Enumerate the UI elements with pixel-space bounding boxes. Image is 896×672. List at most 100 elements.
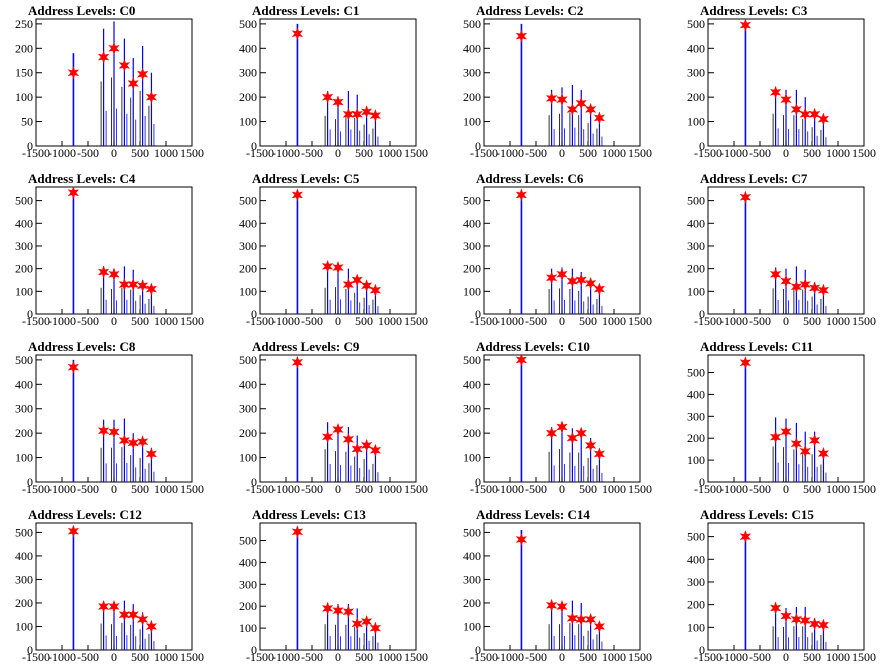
x-tick-label: -1500	[470, 650, 498, 664]
x-tick-label: 500	[579, 146, 597, 160]
peak-marker	[808, 281, 821, 295]
chart-svg: Address Levels: C80100200300400500-1500-…	[15, 339, 204, 496]
y-tick-label: 0	[475, 475, 481, 489]
peak-marker	[545, 426, 558, 440]
peak-marker	[799, 107, 811, 121]
chart-svg: Address Levels: C10 0 100 200 300 400 500 -1500…	[463, 339, 652, 496]
x-tick-label: -1000	[496, 650, 524, 664]
x-tick-label: -1500	[246, 314, 274, 328]
peak-marker	[127, 76, 139, 91]
y-tick-label: 500	[15, 194, 33, 208]
chart-svg: Address Levels: C14 0 100 200 300 400 500 -1500…	[463, 507, 652, 664]
y-tick-label: 0	[251, 139, 257, 153]
peak-marker	[97, 50, 110, 64]
peak-marker	[593, 619, 606, 634]
x-tick-label: -1000	[496, 146, 524, 160]
y-tick-label: 200	[687, 90, 705, 104]
x-tick-label: -500	[749, 314, 771, 328]
x-tick-label: 500	[803, 146, 821, 160]
chart-title: Address Levels: C3	[700, 3, 808, 18]
y-tick-label: 100	[687, 115, 705, 129]
chart-panel: Address Levels: C3 0 100 200 300 400 500 -1500-…	[672, 0, 896, 168]
peak-marker	[780, 609, 792, 623]
peak-marker	[769, 85, 782, 99]
y-tick-label: 200	[687, 262, 705, 276]
peak-marker	[291, 525, 304, 539]
x-tick-label: 500	[355, 650, 373, 664]
peak-marker	[817, 618, 830, 632]
y-tick-label: 100	[239, 115, 257, 129]
peak-marker	[369, 283, 382, 297]
x-tick-label: 500	[131, 314, 149, 328]
x-tick-label: -1500	[246, 650, 274, 664]
x-tick-label: 500	[803, 650, 821, 664]
chart-title: Address Levels: C5	[252, 171, 360, 186]
y-tick-label: 500	[463, 525, 481, 539]
peak-marker	[108, 425, 120, 439]
y-tick-label: 0	[27, 475, 33, 489]
x-tick-label: -1000	[272, 146, 300, 160]
x-tick-label: 1000	[378, 650, 402, 664]
y-tick-label: 0	[475, 307, 481, 321]
x-tick-label: -1000	[496, 314, 524, 328]
peak-marker	[593, 282, 606, 296]
peak-marker	[780, 424, 792, 439]
x-tick-label: -1000	[272, 482, 300, 496]
x-tick-label: 0	[335, 146, 341, 160]
chart-title: Address Levels: C15	[700, 507, 814, 522]
y-tick-label: 300	[463, 239, 481, 253]
y-tick-label: 500	[239, 194, 257, 208]
peak-marker	[127, 277, 139, 292]
x-tick-label: -1000	[720, 314, 748, 328]
y-tick-label: 0	[475, 643, 481, 657]
y-tick-label: 400	[15, 549, 33, 563]
x-tick-label: -1000	[48, 482, 76, 496]
x-tick-label: 1000	[826, 482, 850, 496]
chart-panel: Address Levels: C5 0 100 200 300 400 500 -1500-…	[224, 168, 448, 336]
peak-marker	[97, 424, 110, 438]
peak-marker	[556, 92, 568, 107]
peak-marker	[739, 356, 752, 370]
peak-marker	[515, 188, 528, 202]
peak-marker	[351, 107, 363, 121]
y-tick-label: 200	[463, 262, 481, 276]
x-tick-label: 1500	[404, 146, 428, 160]
x-tick-label: 0	[335, 650, 341, 664]
peak-marker	[575, 612, 587, 627]
y-tick-label: 50	[21, 115, 33, 129]
x-tick-label: -1500	[694, 146, 722, 160]
x-tick-label: 1000	[378, 146, 402, 160]
x-tick-label: -500	[301, 650, 323, 664]
x-tick-label: 1000	[826, 146, 850, 160]
y-tick-label: 250	[15, 17, 33, 31]
y-tick-label: 100	[463, 115, 481, 129]
y-tick-label: 500	[687, 194, 705, 208]
peak-marker	[584, 276, 597, 291]
x-tick-label: -500	[77, 314, 99, 328]
peak-marker	[369, 443, 382, 457]
peak-marker	[118, 608, 131, 622]
x-tick-label: 1500	[180, 650, 204, 664]
y-tick-label: 100	[463, 451, 481, 465]
y-tick-label: 400	[463, 377, 481, 391]
x-tick-label: -500	[77, 650, 99, 664]
chart-title: Address Levels: C13	[252, 507, 366, 522]
y-tick-label: 0	[699, 307, 705, 321]
peak-marker	[332, 260, 344, 275]
y-tick-label: 400	[15, 216, 33, 230]
peak-marker	[145, 90, 158, 104]
x-tick-label: -500	[301, 482, 323, 496]
peak-marker	[799, 444, 811, 458]
x-tick-label: 1500	[628, 314, 652, 328]
peak-marker	[291, 188, 304, 202]
chart-title: Address Levels: C4	[28, 171, 136, 186]
chart-panel: Address Levels: C4 0 100 200 300 400 500 -1500-…	[0, 168, 224, 336]
peak-marker	[342, 432, 355, 446]
peak-marker	[332, 95, 344, 109]
peak-marker	[369, 621, 382, 635]
peak-marker	[739, 18, 752, 32]
chart-svg: Address Levels: C40100200300400500-1500-…	[15, 171, 204, 328]
y-tick-label: 0	[251, 643, 257, 657]
peak-marker	[321, 90, 334, 104]
x-tick-label: 1000	[154, 650, 178, 664]
